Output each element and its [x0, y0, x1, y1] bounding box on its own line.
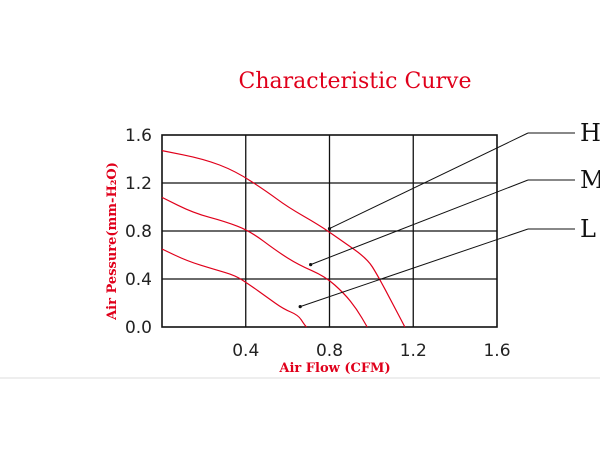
series-line-h: [161, 150, 406, 328]
y-tick-label: 0.8: [125, 222, 152, 242]
series-leaders: HML: [298, 119, 600, 309]
x-tick-labels: 0.4 0.8 1.2 1.6: [232, 341, 510, 361]
leader-line-m: [310, 179, 529, 266]
series-label-l: L: [580, 215, 596, 243]
x-tick-label: 0.8: [316, 341, 343, 361]
x-tick-label: 1.6: [483, 341, 510, 361]
y-tick-label: 1.2: [125, 174, 152, 194]
curves: [161, 150, 406, 328]
y-axis-label: Air Pessure(mm-H₂O): [105, 162, 120, 321]
x-tick-label: 0.4: [232, 341, 259, 361]
leader-dot-m: [309, 263, 313, 267]
y-tick-label: 0.0: [125, 318, 152, 338]
leader-line-l: [300, 228, 529, 308]
y-tick-labels: 1.6 1.2 0.8 0.4 0.0: [125, 126, 152, 338]
chart-title: Characteristic Curve: [239, 69, 472, 94]
y-tick-label: 0.4: [125, 270, 152, 290]
leader-dot-h: [327, 227, 332, 231]
y-tick-label: 1.6: [125, 126, 152, 146]
leader-line-h: [329, 132, 529, 230]
x-axis-label: Air Flow (CFM): [278, 361, 390, 376]
leader-dot-l: [298, 305, 302, 309]
series-line-l: [161, 248, 307, 328]
x-tick-label: 1.2: [400, 341, 427, 361]
grid: [162, 135, 497, 327]
plot-frame: [161, 134, 498, 328]
series-label-h: H: [580, 119, 600, 147]
series-label-m: M: [580, 166, 600, 194]
series-line-m: [161, 196, 368, 328]
